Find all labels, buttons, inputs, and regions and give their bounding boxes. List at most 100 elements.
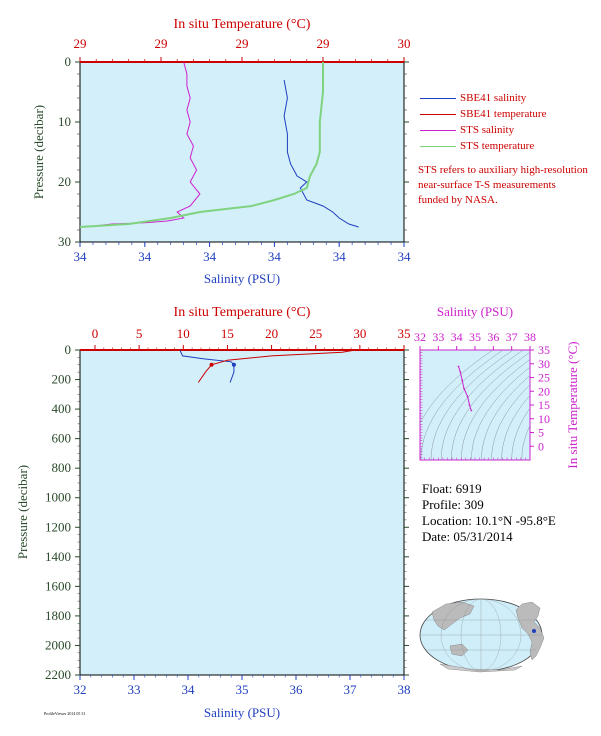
bottom-temperature-ticks: 0 5 10 15 20 25 30 35 xyxy=(92,326,411,350)
map-graticule xyxy=(420,598,542,672)
top-temp-tick-label: 29 xyxy=(74,36,87,51)
bottom-pressure-tick-label: 800 xyxy=(52,460,72,475)
ts-temp-tick-label: 15 xyxy=(538,398,550,412)
bottom-temperature-axis-title: In situ Temperature (°C) xyxy=(174,305,311,320)
bottom-sal-tick-label: 37 xyxy=(344,682,358,697)
legend: SBE41 salinity SBE41 temperature STS sal… xyxy=(420,90,546,154)
bottom-series-sbe41-salinity xyxy=(179,349,235,383)
bottom-pressure-tick-label: 1400 xyxy=(45,549,71,564)
top-series-sts-temperature xyxy=(79,62,324,228)
top-series-sbe41-salinity xyxy=(283,79,359,228)
top-sal-tick-label: 34 xyxy=(398,249,412,264)
ts-sal-tick-label: 37 xyxy=(506,330,518,344)
top-pressure-tick-label: 30 xyxy=(58,234,71,249)
bottom-pressure-ticks: 0 200 400 600 800 1000 1200 1400 1600 1800 2000 220… xyxy=(45,342,409,682)
bottom-pressure-tick-label: 400 xyxy=(52,401,72,416)
ts-sal-tick-label: 34 xyxy=(451,330,463,344)
float-info: Float: 6919 Profile: 309 Location: 10.1°… xyxy=(422,481,556,545)
ts-density-contour xyxy=(511,407,530,460)
profile-number: Profile: 309 xyxy=(422,497,484,512)
ts-temperature-axis-title: In situ Temperature (°C) xyxy=(565,341,580,468)
ts-point xyxy=(457,365,460,368)
bottom-sal-tick-label: 34 xyxy=(182,682,196,697)
bottom-salinity-axis-title: Salinity (PSU) xyxy=(204,705,280,720)
top-sal-tick-label: 34 xyxy=(74,249,88,264)
bottom-pressure-tick-label: 2000 xyxy=(45,637,71,652)
bottom-temp-tick-label: 35 xyxy=(398,326,411,341)
top-salinity-ticks: 34 34 34 34 34 34 xyxy=(74,242,412,264)
ts-point xyxy=(466,395,469,398)
ts-density-contour xyxy=(501,395,530,460)
ts-salinity-axis-title: Salinity (PSU) xyxy=(437,304,513,319)
top-plot-area xyxy=(79,61,405,243)
ts-density-contour xyxy=(430,350,514,460)
top-pressure-axis-title: Pressure (decibar) xyxy=(31,105,46,199)
ts-sal-tick-label: 33 xyxy=(432,330,444,344)
top-sal-tick-label: 34 xyxy=(268,249,282,264)
top-salinity-axis-title: Salinity (PSU) xyxy=(204,271,280,286)
float-location: Location: 10.1°N -95.8°E xyxy=(422,513,556,528)
legend-item: STS temperature xyxy=(420,138,546,154)
ts-temp-tick-label: 0 xyxy=(538,439,544,453)
bottom-pressure-tick-label: 1000 xyxy=(45,490,71,505)
top-pressure-ticks: 0 10 20 30 xyxy=(58,54,409,249)
bottom-pressure-tick-label: 200 xyxy=(52,372,72,387)
top-temp-tick-label: 30 xyxy=(398,36,411,51)
ts-density-contour xyxy=(491,384,530,460)
bottom-sal-tick-label: 38 xyxy=(398,682,411,697)
bottom-temp-tick-label: 30 xyxy=(353,326,366,341)
top-temp-tick-label: 29 xyxy=(236,36,249,51)
legend-label: SBE41 salinity xyxy=(460,92,527,104)
top-sal-tick-label: 34 xyxy=(203,249,217,264)
bottom-temp-tick-label: 5 xyxy=(136,326,143,341)
world-map xyxy=(419,598,545,673)
bottom-sal-tick-label: 35 xyxy=(236,682,249,697)
top-sal-tick-label: 34 xyxy=(138,249,152,264)
ts-temp-tick-label: 10 xyxy=(538,412,550,426)
top-sal-tick-label: 34 xyxy=(333,249,347,264)
map-land-americas xyxy=(515,601,545,661)
bottom-sal-tick-label: 32 xyxy=(74,682,87,697)
bottom-series-sbe41-temperature xyxy=(197,349,356,383)
bottom-pressure-tick-label: 1600 xyxy=(45,578,71,593)
ts-density-contour xyxy=(420,350,504,460)
legend-item: SBE41 temperature xyxy=(420,106,546,122)
legend-label: STS salinity xyxy=(460,124,515,136)
ts-density-contour xyxy=(471,366,530,460)
bottom-panel: In situ Temperature (°C) Salinity (PSU) … xyxy=(15,305,411,720)
bottom-temp-tick-label: 0 xyxy=(92,326,99,341)
ts-salinity-ticks: 32 33 34 35 36 37 38 xyxy=(414,330,536,460)
ts-density-contour xyxy=(450,351,530,460)
legend-item: STS salinity xyxy=(420,122,546,138)
bottom-pressure-tick-label: 1800 xyxy=(45,608,71,623)
ts-density-contour xyxy=(521,424,530,460)
bottom-sal-tick-label: 36 xyxy=(290,682,304,697)
legend-swatch-sbe41-salinity xyxy=(420,97,456,99)
top-temperature-ticks: 29 29 29 29 30 xyxy=(74,36,411,62)
ts-temp-tick-label: 35 xyxy=(538,343,550,357)
bottom-pressure-tick-label: 0 xyxy=(65,342,72,357)
bottom-plot-area xyxy=(79,349,405,676)
legend-swatch-sts-temperature xyxy=(420,145,456,147)
legend-swatch-sbe41-temperature xyxy=(420,113,456,115)
ts-density-contour xyxy=(481,375,530,460)
bottom-sal-tick-label: 33 xyxy=(128,682,141,697)
bottom-salinity-ticks: 32 33 34 35 36 37 38 xyxy=(74,675,411,697)
top-temperature-axis-title: In situ Temperature (°C) xyxy=(174,17,311,32)
ts-point xyxy=(470,409,473,412)
bottom-series-marker xyxy=(209,362,214,367)
profile-date: Date: 05/31/2014 xyxy=(422,529,513,544)
top-temp-tick-label: 29 xyxy=(155,36,168,51)
bottom-temp-tick-label: 25 xyxy=(309,326,322,341)
ts-point xyxy=(459,371,462,373)
legend-item: SBE41 salinity xyxy=(420,90,546,106)
bottom-pressure-axis-title: Pressure (decibar) xyxy=(15,465,30,559)
ts-point xyxy=(461,379,464,382)
bottom-series-group xyxy=(80,349,404,383)
ts-density-contour xyxy=(420,350,494,425)
bottom-temp-tick-label: 15 xyxy=(221,326,234,341)
float-id: Float: 6919 xyxy=(422,481,482,496)
bottom-temp-tick-label: 10 xyxy=(177,326,190,341)
ts-sal-tick-label: 36 xyxy=(487,330,499,344)
